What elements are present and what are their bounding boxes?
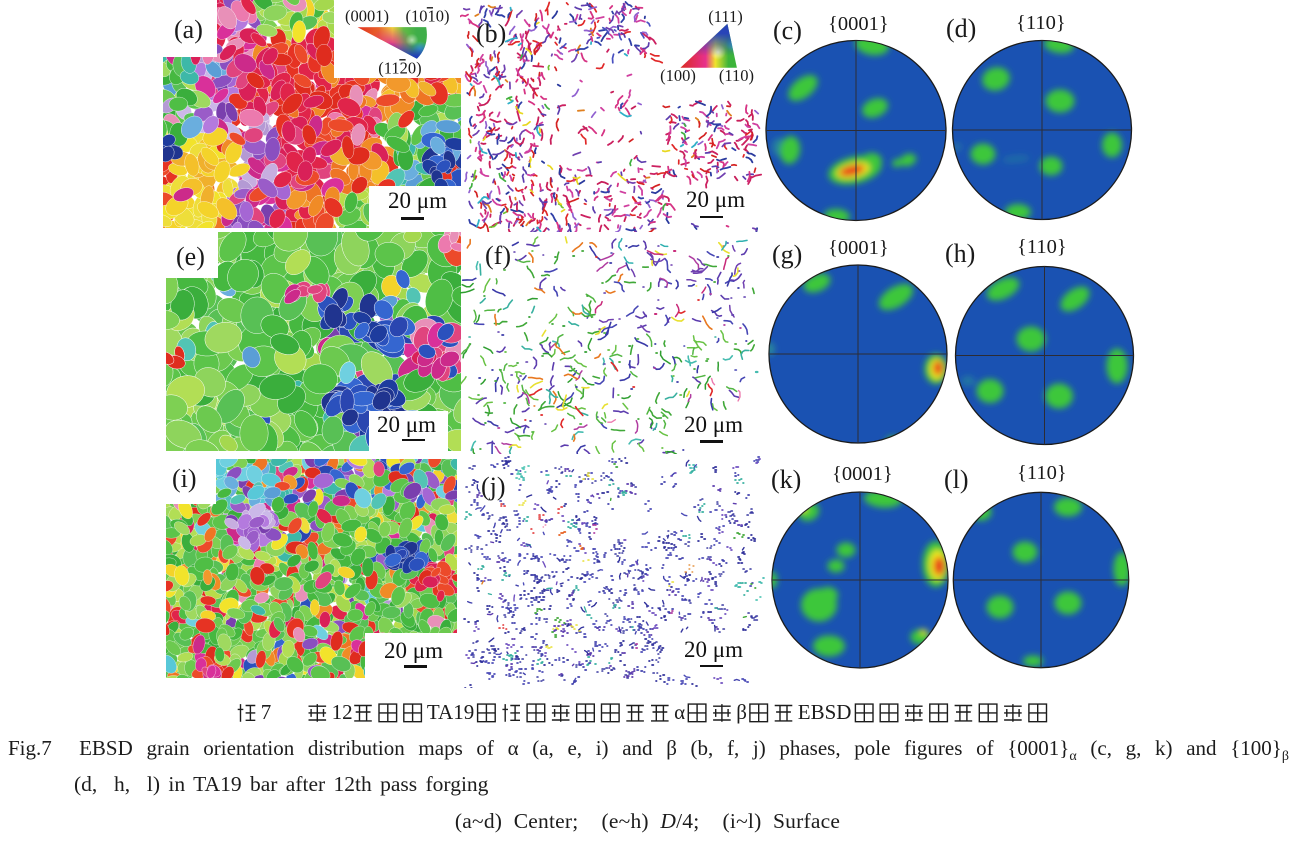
svg-text:(111): (111) xyxy=(708,7,743,26)
svg-text:EBSD: EBSD xyxy=(798,700,852,724)
svg-text:12: 12 xyxy=(332,700,353,724)
svg-text:β: β xyxy=(736,700,747,724)
svg-text:7: 7 xyxy=(261,700,272,724)
svg-text:(1010): (1010) xyxy=(406,7,450,26)
svg-text:(1120): (1120) xyxy=(378,59,421,78)
svg-text:α: α xyxy=(674,700,685,724)
svg-text:(100): (100) xyxy=(660,66,696,85)
svg-text:TA19: TA19 xyxy=(427,700,474,724)
svg-text:(110): (110) xyxy=(719,66,754,85)
svg-text:(0001): (0001) xyxy=(345,7,389,26)
